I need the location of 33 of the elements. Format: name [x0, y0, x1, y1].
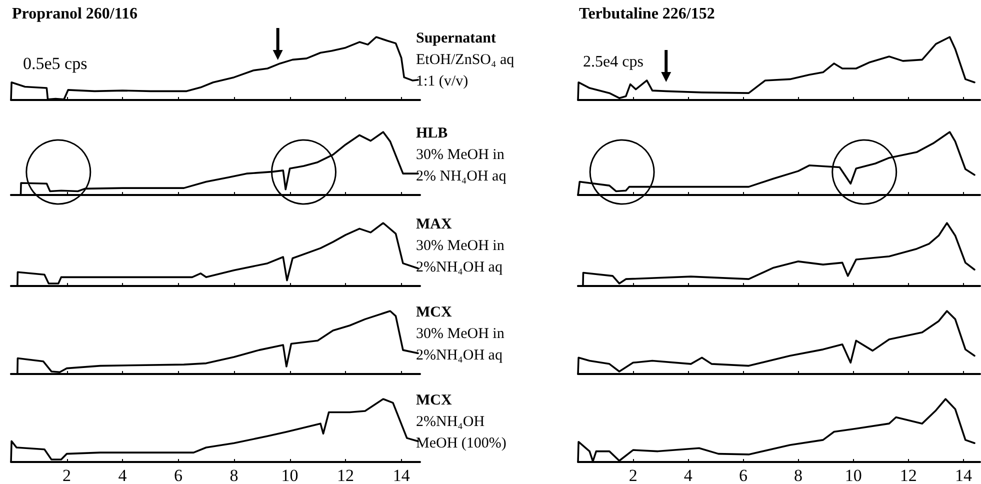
annotation: 2% NH₄OH aq: [416, 168, 507, 184]
annotation: MAX: [416, 216, 452, 232]
x-tick-label: 14: [392, 466, 410, 484]
x-tick-label: 2: [628, 466, 638, 484]
chart-title: Terbutaline 226/152: [579, 6, 715, 22]
x-tick-label: 6: [174, 466, 183, 484]
chart-title: Propranol 260/116: [12, 6, 138, 22]
annotation: Supernatant: [416, 30, 496, 46]
annotation: MeOH (100%): [416, 436, 506, 452]
annotation: 2%NH₄OH aq: [416, 348, 503, 364]
x-tick-label: 12: [900, 466, 917, 484]
x-tick-label: 2: [62, 466, 72, 484]
annotation: 2.5e4 cps: [583, 54, 644, 70]
x-tick-label: 8: [230, 466, 238, 484]
annotation: 2%NH₄OH aq: [416, 260, 503, 276]
annotation: 30% MeOH in: [416, 147, 505, 163]
x-tick-label: 10: [844, 466, 862, 484]
x-tick-label: 4: [684, 466, 693, 484]
x-tick-label: 4: [118, 466, 128, 484]
annotation: 2%NH₄OH: [416, 414, 485, 430]
annotation: MCX: [416, 304, 452, 320]
x-tick-label: 6: [738, 466, 748, 484]
annotation: 30% MeOH in: [416, 326, 505, 342]
annotation: 0.5e5 cps: [23, 54, 88, 73]
annotation: 30% MeOH in: [416, 238, 505, 254]
annotation: HLB: [416, 126, 448, 142]
x-tick-label: 10: [281, 466, 298, 484]
x-tick-label: 14: [954, 466, 972, 484]
annotation: EtOH/ZnSO₄ aq: [416, 52, 515, 68]
annotation: MCX: [416, 392, 452, 408]
annotation: 1:1 (v/v): [416, 74, 468, 90]
x-tick-label: 8: [794, 466, 803, 484]
x-tick-label: 12: [337, 466, 354, 484]
